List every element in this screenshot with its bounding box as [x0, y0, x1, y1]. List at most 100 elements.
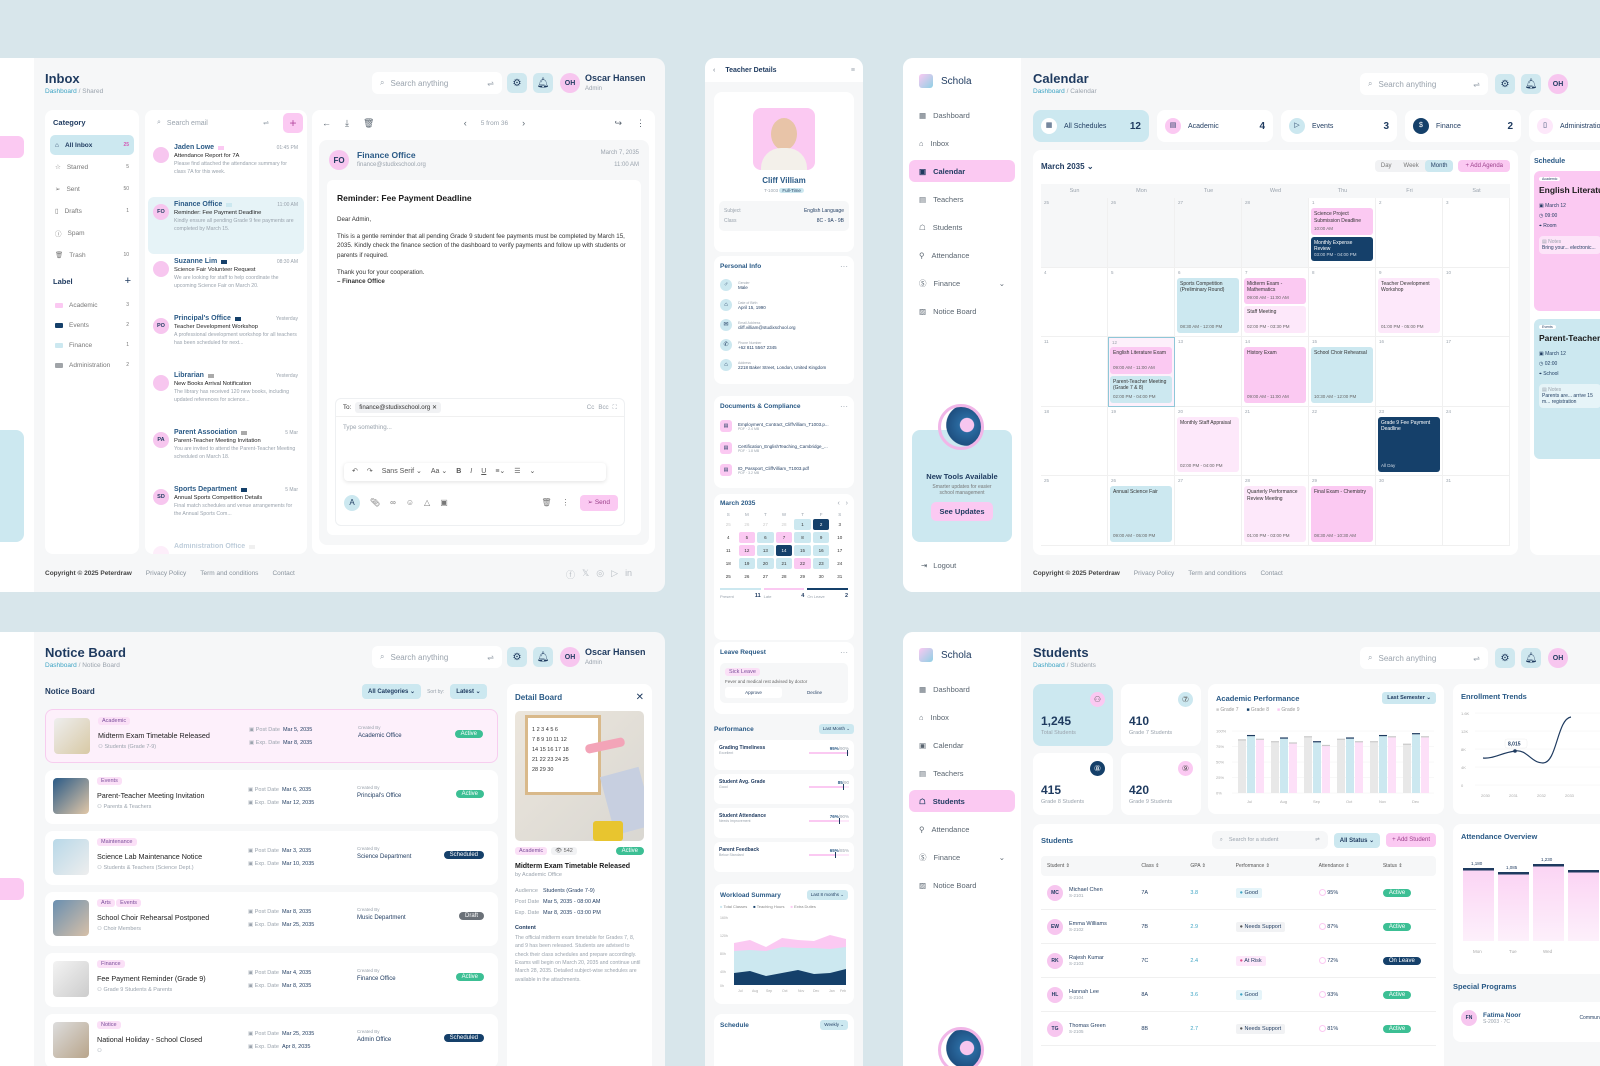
more-icon[interactable]: ···: [840, 262, 848, 271]
calendar-event[interactable]: Staff Meeting 02:00 PM - 03:30 PM: [1244, 306, 1306, 333]
calendar-event[interactable]: Parent-Teacher Meeting (Grade 7 & 8) 02:0…: [1110, 375, 1172, 403]
global-search[interactable]: ⌕ Search anything ⇌: [372, 72, 502, 94]
email-list-item[interactable]: SD Sports Department 5 Mar Annual Sports …: [148, 482, 304, 539]
table-row[interactable]: RK Rajesh Kumar S-2103 7C 2.4 ● At Risk 72…: [1041, 944, 1436, 978]
youtube-icon[interactable]: ▷: [611, 568, 619, 578]
calendar-cell[interactable]: 21: [1242, 406, 1309, 476]
settings-button[interactable]: ⚙: [507, 73, 527, 93]
discard-icon[interactable]: 🗑︎: [541, 498, 552, 507]
forward-icon[interactable]: ↪: [614, 117, 622, 128]
schedule-filter-all-schedules[interactable]: ▦ All Schedules 12: [1033, 110, 1149, 142]
linkedin-icon[interactable]: in: [625, 568, 633, 578]
see-updates-button[interactable]: See Updates: [931, 502, 993, 521]
calendar-cell[interactable]: 30: [1376, 476, 1443, 546]
filter-icon[interactable]: ⇌: [1473, 79, 1480, 89]
label-item[interactable]: Academic 3: [50, 295, 134, 315]
more-icon[interactable]: ···: [840, 648, 848, 657]
calendar-cell[interactable]: 22: [1309, 406, 1376, 476]
calendar-cell[interactable]: 15: [1309, 337, 1376, 407]
recipient-chip[interactable]: finance@studixschool.org ✕: [355, 401, 442, 414]
filter-icon[interactable]: ⇌: [487, 78, 494, 88]
schedule-filter-academic[interactable]: ▤ Academic 4: [1157, 110, 1273, 142]
list-icon[interactable]: ☰: [514, 467, 521, 475]
calendar-event[interactable]: English Literature Exam 09:00 AM - 11:00 …: [1110, 347, 1172, 374]
column-header[interactable]: Performance ⇕: [1235, 863, 1270, 869]
back-icon[interactable]: ‹: [713, 66, 716, 74]
breadcrumb-link[interactable]: Dashboard: [1033, 662, 1065, 669]
calendar-day[interactable]: 16: [812, 545, 830, 556]
student-search[interactable]: ⌕ Search for a student ⇌: [1211, 831, 1328, 849]
label-item[interactable]: Finance 1: [50, 335, 134, 355]
calendar-event[interactable]: Monthly Expense Review 03:00 PM - 04:00 P…: [1311, 236, 1373, 261]
footer-link-terms[interactable]: Term and conditions: [1188, 570, 1247, 577]
sidebar-item-finance[interactable]: Ⓢ Finance ⌄: [909, 846, 1015, 868]
performance-filter[interactable]: Last Month ⌄: [818, 724, 854, 734]
calendar-day[interactable]: 18: [725, 561, 731, 566]
sidebar-item-inbox[interactable]: ⌂ Inbox: [909, 706, 1015, 728]
sidebar-item-dashboard[interactable]: ▦ Dashboard: [909, 678, 1015, 700]
add-student-button[interactable]: + Add Student: [1386, 833, 1436, 847]
category-item-sent[interactable]: ➢ Sent 50: [50, 179, 134, 199]
user-avatar[interactable]: OH: [560, 647, 580, 667]
sidebar-item-calendar[interactable]: ▣ Calendar: [909, 160, 1015, 182]
category-item-trash[interactable]: 🗑︎ Trash 10: [50, 245, 134, 265]
calendar-day[interactable]: 28: [781, 574, 787, 579]
column-header[interactable]: Student ⇕: [1047, 863, 1070, 869]
calendar-event[interactable]: Teacher Development Workshop 01:00 PM - 0…: [1378, 277, 1440, 333]
redo-icon[interactable]: ↷: [366, 467, 373, 475]
filter-icon[interactable]: ⇌: [263, 120, 269, 127]
calendar-day[interactable]: 8: [794, 532, 811, 543]
options-icon[interactable]: ⋮: [561, 498, 570, 507]
calendar-day[interactable]: 17: [837, 548, 843, 553]
calendar-cell[interactable]: 18: [1041, 406, 1108, 476]
more-icon[interactable]: ···: [840, 402, 848, 411]
trash-icon[interactable]: 🗑︎: [362, 117, 375, 128]
label-item[interactable]: Administration 2: [50, 355, 134, 375]
notice-item[interactable]: Events Parent-Teacher Meeting Invitation…: [45, 770, 498, 824]
add-label-icon[interactable]: +: [124, 275, 131, 287]
calendar-cell[interactable]: 27: [1175, 198, 1242, 268]
calendar-event[interactable]: History Exam 09:00 AM - 11:00 AM: [1244, 347, 1306, 403]
schedule-card[interactable]: Academic English Literature Exam ▣ March…: [1534, 171, 1600, 311]
add-agenda-button[interactable]: + Add Agenda: [1458, 160, 1510, 172]
calendar-cell[interactable]: 25: [1041, 198, 1108, 268]
calendar-day[interactable]: 27: [762, 574, 768, 579]
calendar-day[interactable]: 21: [775, 558, 793, 569]
semester-filter[interactable]: Last Semester ⌄: [1382, 692, 1436, 704]
calendar-day[interactable]: 27: [762, 522, 768, 527]
workload-filter[interactable]: Last 8 months ⌄: [806, 890, 848, 900]
global-search[interactable]: ⌕ Search anything ⇌: [1360, 73, 1488, 95]
email-list-item[interactable]: FO Finance Office 11:00 AM Reminder: Fee …: [148, 197, 304, 254]
notifications-button[interactable]: 🔔︎: [1521, 74, 1541, 94]
sidebar-item-finance[interactable]: Ⓢ Finance ⌄: [909, 272, 1015, 294]
align-icon[interactable]: ≡⌄: [495, 467, 506, 475]
calendar-day[interactable]: 26: [744, 574, 750, 579]
label-item[interactable]: Events 2: [50, 315, 134, 335]
calendar-day[interactable]: 20: [757, 558, 774, 569]
emoji-icon[interactable]: ☺: [405, 498, 415, 507]
sidebar-item-teachers[interactable]: ▤ Teachers: [909, 188, 1015, 210]
user-avatar[interactable]: OH: [560, 73, 580, 93]
calendar-day[interactable]: 9: [812, 532, 830, 543]
calendar-cell[interactable]: 28: [1242, 198, 1309, 268]
column-header[interactable]: Status ⇕: [1382, 863, 1403, 869]
next-icon[interactable]: ›: [522, 118, 526, 128]
calendar-cell[interactable]: 4: [1041, 267, 1108, 337]
bcc-button[interactable]: Bcc: [598, 403, 609, 411]
calendar-event[interactable]: Midterm Exam - Mathematics 09:00 AM - 11:…: [1244, 277, 1306, 305]
size-select[interactable]: Aa ⌄: [430, 467, 448, 475]
download-icon[interactable]: ⤓: [345, 117, 349, 128]
italic-icon[interactable]: I: [470, 467, 473, 475]
calendar-day[interactable]: 7: [775, 532, 793, 543]
attach-icon[interactable]: 📎︎: [370, 498, 381, 507]
calendar-cell[interactable]: 31: [1443, 476, 1510, 546]
font-select[interactable]: Sans Serif ⌄: [381, 467, 422, 475]
document-item[interactable]: ▤ Certification_EnglishTeaching_Cambridge…: [720, 437, 848, 459]
sidebar-item-attendance[interactable]: ⚲ Attendance: [909, 244, 1015, 266]
sidebar-item-inbox[interactable]: ⌂ Inbox: [909, 132, 1015, 154]
calendar-cell[interactable]: 2: [1376, 198, 1443, 268]
table-row[interactable]: MC Michael Chen S-2101 7A 3.8 ● Good 95% A…: [1041, 876, 1436, 910]
calendar-cell[interactable]: 13: [1175, 337, 1242, 407]
column-header[interactable]: Attendance ⇕: [1318, 863, 1350, 869]
